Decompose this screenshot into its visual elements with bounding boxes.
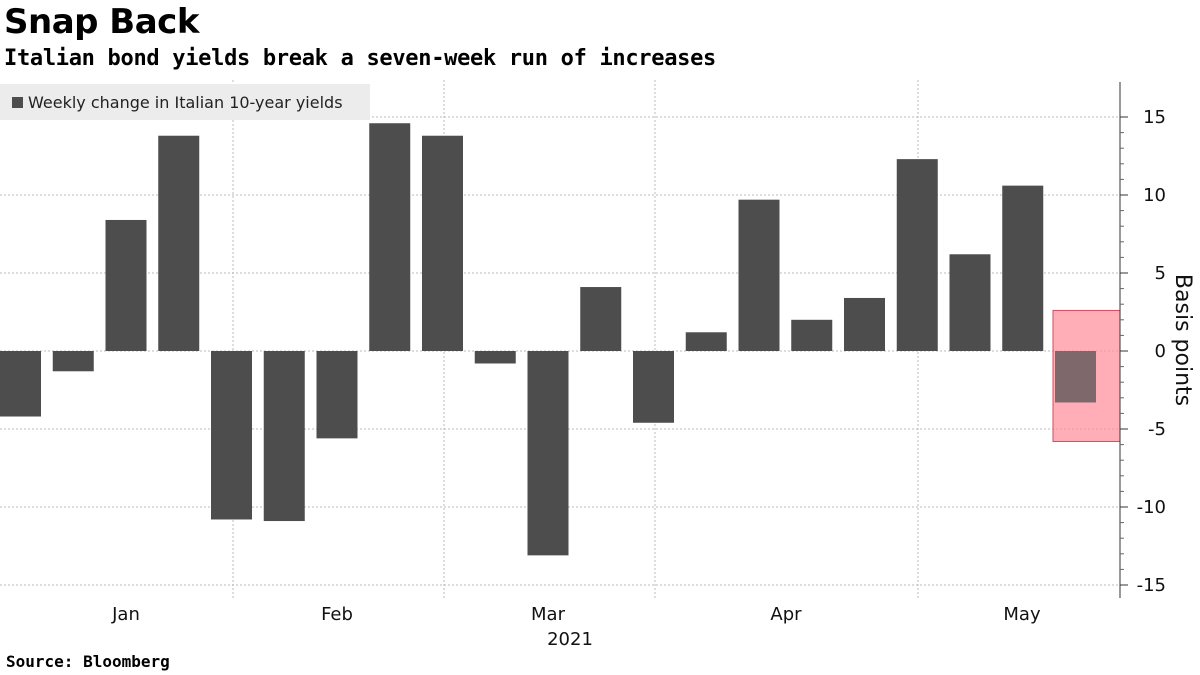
x-tick-label: Mar — [531, 604, 566, 625]
y-tick-label: -15 — [1137, 575, 1166, 596]
legend-swatch — [12, 96, 23, 108]
y-tick-label: 10 — [1143, 185, 1166, 206]
bar — [369, 123, 411, 352]
chart-title: Snap Back — [4, 2, 199, 42]
bar — [791, 319, 833, 351]
bar — [422, 135, 463, 351]
y-tick-label: -5 — [1148, 419, 1166, 440]
x-tick-label: Feb — [321, 604, 353, 625]
bar — [316, 351, 358, 439]
bar — [105, 219, 147, 351]
chart-subtitle: Italian bond yields break a seven-week r… — [4, 46, 716, 71]
y-tick-label: 5 — [1155, 263, 1166, 284]
bar-highlighted — [1055, 351, 1096, 403]
x-tick-label: Apr — [770, 604, 802, 625]
bar — [0, 351, 41, 417]
bar — [738, 199, 780, 351]
bar — [949, 254, 991, 351]
bar — [474, 351, 516, 364]
bar — [685, 332, 727, 351]
source-note: Source: Bloomberg — [6, 652, 170, 671]
bar — [211, 351, 252, 520]
y-tick-label: 15 — [1143, 107, 1166, 128]
x-tick-label: Jan — [111, 604, 140, 625]
bar — [896, 159, 938, 351]
bar-chart: -15 -10 -5 0 5 10 15 Jan Feb Mar Apr May Basis poi… — [0, 80, 1195, 650]
legend-label: Weekly change in Italian 10-year yields — [28, 92, 343, 112]
bar — [633, 351, 674, 423]
y-axis-title: Basis points — [1170, 274, 1195, 406]
y-axis: -15 -10 -5 0 5 10 15 — [1119, 82, 1166, 598]
x-axis-year-label: 2021 — [547, 629, 593, 650]
x-tick-label: May — [1003, 604, 1041, 625]
legend: Weekly change in Italian 10-year yields — [0, 84, 370, 120]
y-tick-label: -10 — [1137, 497, 1166, 518]
bar — [263, 351, 305, 522]
bar — [527, 351, 569, 556]
bar — [158, 135, 200, 351]
bar — [580, 287, 622, 351]
bar — [52, 351, 94, 372]
bars — [0, 123, 1096, 556]
bar — [1002, 185, 1044, 351]
x-axis: Jan Feb Mar Apr May — [111, 604, 1041, 625]
y-tick-label: 0 — [1155, 341, 1166, 362]
bar — [844, 297, 885, 351]
